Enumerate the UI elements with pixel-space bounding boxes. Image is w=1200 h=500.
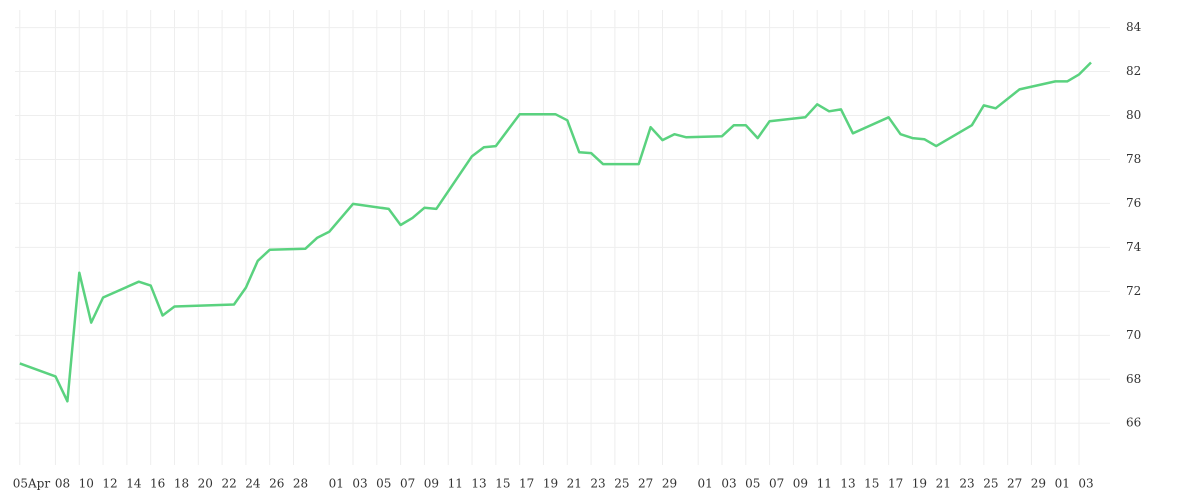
x-tick-label: 03 [1078, 477, 1093, 491]
x-tick-label: 19 [543, 477, 558, 491]
x-tick-label: 24 [245, 477, 261, 491]
x-tick-label: 12 [102, 477, 117, 491]
x-tick-label: 10 [79, 477, 94, 491]
x-tick-label: 29 [662, 477, 677, 491]
x-tick-label: 08 [55, 477, 70, 491]
x-tick-label: 15 [864, 477, 879, 491]
x-tick-label: 28 [293, 477, 308, 491]
x-tick-label: 25 [614, 477, 629, 491]
x-tick-label: 23 [590, 477, 605, 491]
x-tick-label: 09 [424, 477, 439, 491]
line [19, 61, 1092, 403]
y-tick-label: 84 [1126, 20, 1142, 34]
y-tick-label: 74 [1126, 240, 1142, 254]
x-tick-label: 13 [471, 477, 486, 491]
x-tick-label: 16 [150, 477, 165, 491]
x-tick-label: 20 [198, 477, 213, 491]
y-tick-label: 82 [1126, 64, 1141, 78]
x-tick-label: 05Apr [13, 477, 51, 491]
y-tick-label: 80 [1126, 108, 1141, 122]
x-tick-label: 01 [1055, 477, 1070, 491]
x-tick-label: 17 [888, 477, 903, 491]
x-tick-label: 07 [400, 477, 415, 491]
x-tick-label: 27 [1007, 477, 1022, 491]
x-tick-label: 11 [817, 477, 832, 491]
x-tick-label: 27 [638, 477, 653, 491]
x-tick-label: 07 [769, 477, 784, 491]
y-tick-label: 76 [1126, 196, 1141, 210]
x-tick-label: 03 [352, 477, 367, 491]
x-tick-label: 09 [793, 477, 808, 491]
x-tick-label: 21 [567, 477, 582, 491]
x-tick-label: 14 [126, 477, 142, 491]
x-tick-label: 29 [1031, 477, 1046, 491]
x-tick-label: 11 [448, 477, 463, 491]
y-tick-label: 72 [1126, 284, 1141, 298]
x-tick-label: 01 [329, 477, 344, 491]
x-tick-label: 17 [519, 477, 534, 491]
x-tick-label: 05 [376, 477, 391, 491]
x-tick-label: 01 [698, 477, 713, 491]
x-tick-label: 19 [912, 477, 927, 491]
x-tick-label: 15 [495, 477, 510, 491]
x-tick-label: 18 [174, 477, 189, 491]
y-tick-label: 70 [1126, 328, 1141, 342]
y-tick-label: 68 [1126, 372, 1141, 386]
x-tick-label: 13 [840, 477, 855, 491]
x-tick-label: 21 [936, 477, 951, 491]
x-tick-label: 26 [269, 477, 284, 491]
y-tick-label: 78 [1126, 152, 1141, 166]
x-tick-label: 23 [959, 477, 974, 491]
x-tick-label: 05 [745, 477, 760, 491]
x-tick-label: 03 [721, 477, 736, 491]
x-tick-label: 25 [983, 477, 998, 491]
y-tick-label: 66 [1126, 416, 1141, 430]
x-tick-label: 22 [221, 477, 236, 491]
